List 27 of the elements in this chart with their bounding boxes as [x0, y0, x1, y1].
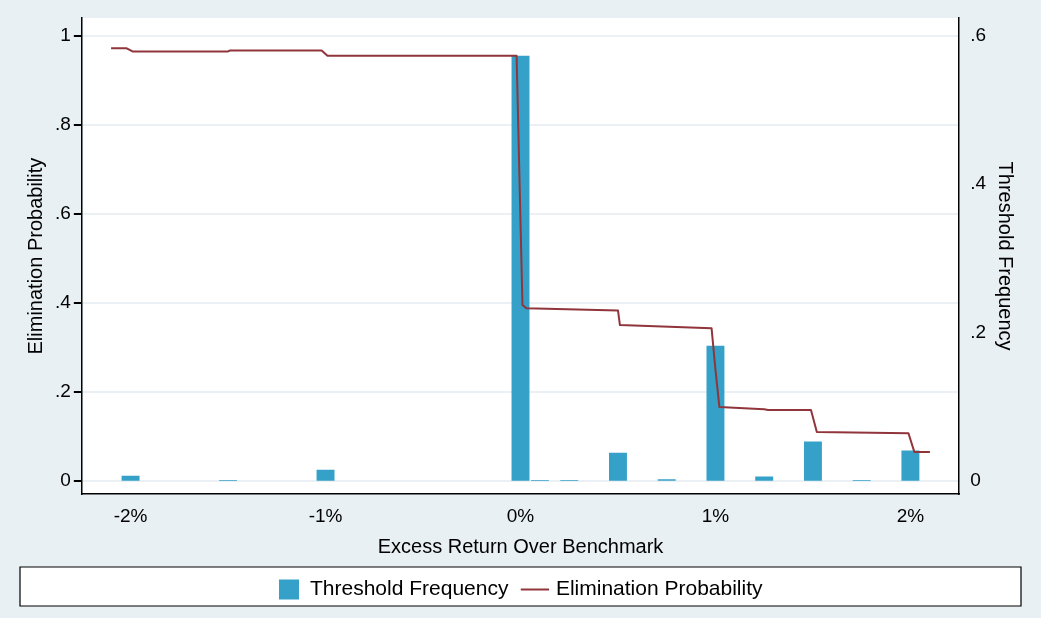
y2-tick-label: .4	[970, 172, 987, 194]
y-tick-label: .6	[54, 202, 71, 224]
y-tick-label: 0	[60, 469, 71, 491]
bar	[803, 441, 822, 481]
x-tick-label: 2%	[896, 504, 925, 526]
y2-tick-label: .2	[970, 320, 987, 342]
x-tick-label: 1%	[701, 504, 730, 526]
x-axis-title: Excess Return Over Benchmark	[377, 534, 665, 557]
y-tick-label: 1	[60, 24, 71, 46]
y2-tick-label: 0	[970, 469, 981, 491]
bar	[609, 452, 627, 481]
x-tick-label: -1%	[308, 504, 343, 526]
y2-axis-title: Threshold Frequency	[995, 161, 1018, 351]
bar	[316, 469, 335, 481]
y-tick-label: .4	[54, 291, 72, 313]
y-tick-label: .8	[54, 113, 71, 135]
bar	[755, 476, 774, 481]
x-tick-label: 0%	[506, 504, 535, 526]
bar	[706, 345, 725, 481]
legend-label: Elimination Probability	[555, 576, 764, 600]
y-axis-title: Elimination Probability	[23, 157, 46, 355]
bar	[121, 475, 140, 481]
x-tick-label: -2%	[113, 504, 148, 526]
y-tick-label: .2	[54, 380, 71, 402]
y2-tick-label: .6	[970, 24, 987, 46]
bar	[901, 450, 920, 481]
legend-label: Threshold Frequency	[309, 576, 509, 600]
